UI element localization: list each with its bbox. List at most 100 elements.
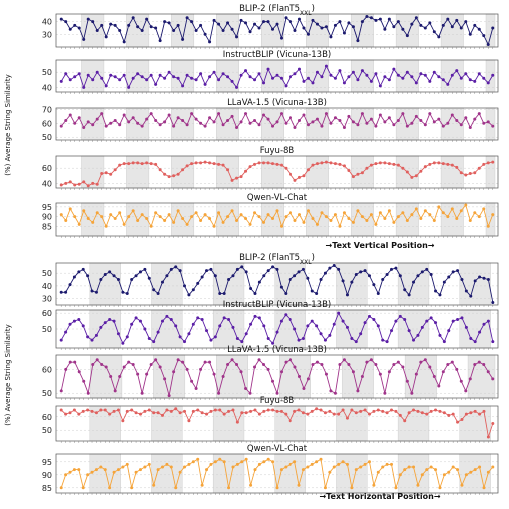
data-point [460, 417, 464, 421]
data-point [167, 70, 171, 74]
data-point [423, 123, 427, 127]
data-point [257, 26, 261, 30]
data-point [149, 224, 153, 228]
data-point [176, 209, 180, 213]
data-point [176, 358, 180, 362]
data-point [279, 36, 283, 40]
data-point [372, 318, 376, 321]
data-point [383, 120, 387, 124]
data-point [456, 468, 460, 472]
data-point [226, 75, 230, 79]
data-point [320, 26, 324, 30]
data-point [284, 292, 288, 296]
data-point [91, 78, 95, 82]
data-point [275, 209, 279, 213]
data-point [90, 470, 94, 474]
data-point [152, 288, 156, 292]
panel-title-main: LLaVA-1.5 (Vicuna-13B) [227, 345, 327, 355]
data-point [266, 213, 270, 217]
data-point [59, 17, 63, 21]
data-point [369, 163, 373, 167]
y-tick-label: 50 [42, 133, 52, 142]
data-point [311, 217, 315, 221]
data-point [122, 40, 126, 44]
data-point [64, 330, 68, 334]
data-point [95, 358, 99, 362]
data-point [464, 325, 468, 329]
data-point [473, 340, 477, 344]
data-point [374, 222, 378, 226]
data-point [438, 409, 442, 413]
data-point [381, 409, 385, 413]
data-point [356, 389, 360, 393]
data-point [390, 408, 394, 412]
data-point [136, 72, 140, 76]
data-point [405, 170, 409, 174]
data-point [455, 119, 459, 123]
data-point [194, 117, 198, 121]
data-point [491, 300, 495, 304]
data-point [434, 468, 438, 472]
shade-band [81, 202, 105, 237]
data-point [59, 338, 63, 342]
data-point [381, 338, 385, 342]
data-point [416, 333, 420, 337]
data-point [468, 377, 472, 381]
data-point [64, 20, 68, 24]
data-point [279, 468, 283, 472]
data-point [301, 411, 305, 415]
data-point [209, 462, 213, 466]
data-point [342, 358, 346, 362]
data-point [203, 32, 207, 36]
panel-title-main: Fuyu-8B [260, 396, 295, 406]
data-point [59, 213, 63, 217]
data-point [374, 124, 378, 128]
data-point [181, 360, 185, 364]
data-point [378, 17, 382, 21]
data-point [401, 76, 405, 80]
data-point [145, 372, 149, 376]
shade-band [274, 453, 306, 494]
data-point [446, 82, 450, 86]
data-point [200, 318, 204, 321]
data-point [319, 408, 323, 412]
data-point [306, 276, 310, 280]
data-point [100, 215, 104, 219]
panel-title: InstructBLIP (Vicuna-13B) [223, 300, 331, 310]
data-point [203, 213, 207, 217]
shade-band [151, 453, 183, 494]
data-point [447, 275, 451, 279]
data-point [248, 121, 252, 125]
data-point [103, 272, 107, 276]
data-point [218, 408, 222, 412]
data-point [310, 462, 314, 466]
data-point [390, 329, 394, 333]
data-point [297, 175, 301, 179]
shade-band [397, 453, 430, 494]
data-point [176, 23, 180, 27]
data-point [163, 120, 167, 124]
data-point [437, 161, 441, 165]
data-point [130, 408, 134, 412]
data-point [231, 465, 235, 469]
data-point [394, 266, 398, 270]
data-point [428, 365, 432, 369]
data-point [190, 20, 194, 24]
data-point [460, 316, 464, 320]
data-point [374, 162, 378, 166]
data-point [356, 172, 360, 176]
data-point [306, 209, 310, 213]
data-point [244, 217, 248, 221]
data-point [374, 18, 378, 22]
data-point [147, 408, 151, 412]
y-tick-label: 70 [42, 105, 52, 114]
data-point [410, 213, 414, 217]
data-point [257, 280, 261, 284]
data-point [208, 161, 212, 165]
data-point [459, 26, 463, 30]
data-point [178, 411, 182, 415]
data-point [113, 168, 117, 172]
data-point [235, 363, 239, 367]
data-point [77, 270, 81, 274]
